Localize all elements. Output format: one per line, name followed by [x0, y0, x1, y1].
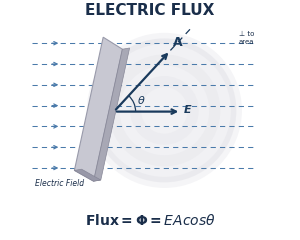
- Polygon shape: [94, 48, 130, 181]
- Text: $\theta$: $\theta$: [137, 94, 146, 106]
- Circle shape: [92, 38, 236, 182]
- Text: ELECTRIC FLUX: ELECTRIC FLUX: [85, 3, 215, 18]
- Text: Electric Field: Electric Field: [35, 179, 84, 188]
- Text: $\mathbf{Flux = \Phi = \mathit{EAcos\theta}}$: $\mathbf{Flux = \Phi = \mathit{EAcos\the…: [85, 213, 215, 228]
- Text: E: E: [184, 105, 192, 115]
- Text: A: A: [173, 36, 182, 49]
- Polygon shape: [74, 169, 101, 181]
- Text: ⊥ to
area: ⊥ to area: [239, 31, 254, 45]
- Polygon shape: [74, 37, 122, 181]
